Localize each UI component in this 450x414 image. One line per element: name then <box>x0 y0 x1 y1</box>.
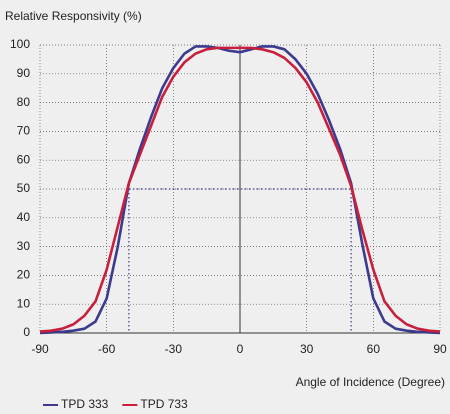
series-line <box>39 46 441 333</box>
x-tick-label: 0 <box>237 342 244 356</box>
x-tick-label: -30 <box>165 342 183 356</box>
legend-label: TPD 733 <box>140 397 188 411</box>
legend-label: TPD 333 <box>61 397 109 411</box>
y-tick-label: 10 <box>17 296 31 310</box>
x-axis-title: Angle of Incidence (Degree) <box>296 375 445 389</box>
y-tick-label: 0 <box>23 325 30 339</box>
y-tick-label: 20 <box>17 268 31 282</box>
y-tick-label: 90 <box>17 66 31 80</box>
x-tick-label: -60 <box>98 342 116 356</box>
x-tick-label: -90 <box>31 342 49 356</box>
y-tick-label: 70 <box>17 124 31 138</box>
y-tick-label: 80 <box>17 95 31 109</box>
x-tick-label: 60 <box>367 342 381 356</box>
y-tick-label: 50 <box>17 181 31 195</box>
x-tick-label: 90 <box>433 342 447 356</box>
y-tick-label: 40 <box>17 210 31 224</box>
x-tick-label: 30 <box>300 342 314 356</box>
y-tick-label: 100 <box>10 37 30 51</box>
chart-title: Relative Responsivity (%) <box>5 9 142 23</box>
y-tick-label: 60 <box>17 152 31 166</box>
y-tick-label: 30 <box>17 239 31 253</box>
series-line <box>39 45 441 335</box>
